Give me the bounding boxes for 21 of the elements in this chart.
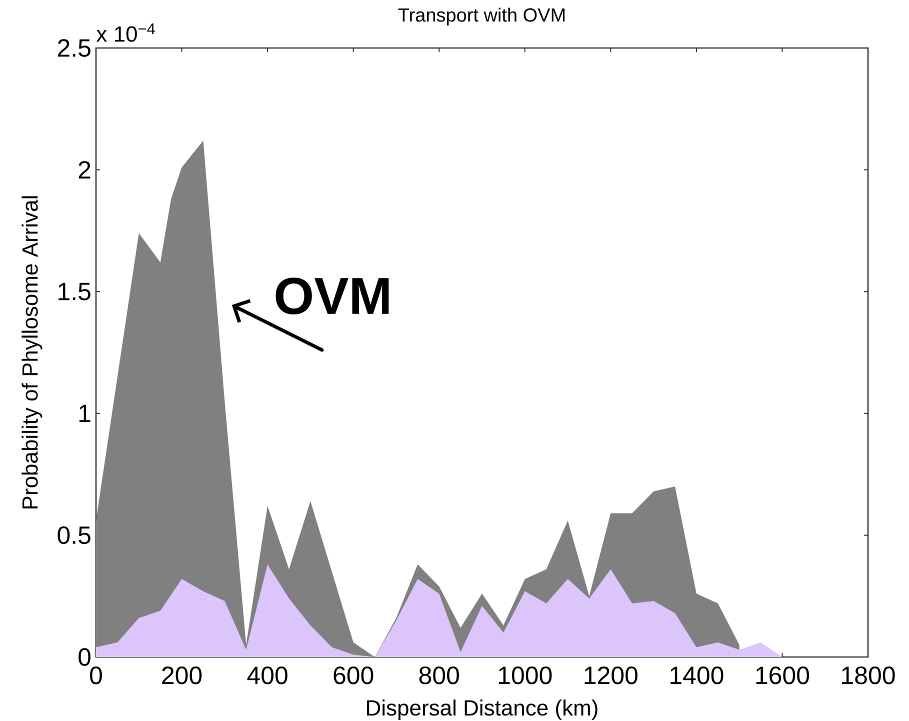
y-tick-label: 1 bbox=[79, 404, 90, 422]
x-tick-label: 600 bbox=[334, 666, 374, 684]
x-tick-label: 1400 bbox=[670, 666, 724, 684]
x-tick-label: 0 bbox=[90, 666, 102, 684]
y-tick-label: 2 bbox=[78, 161, 90, 179]
y-tick-label: 1.5 bbox=[58, 282, 90, 300]
y-tick-label: 0.5 bbox=[58, 526, 90, 544]
x-tick-label: 200 bbox=[162, 666, 202, 684]
x-tick-label: 1200 bbox=[584, 666, 638, 684]
x-axis-title: Dispersal Distance (km) bbox=[367, 700, 598, 720]
x-tick-label: 1000 bbox=[498, 666, 552, 684]
annotation: OVM bbox=[276, 278, 389, 314]
x-tick-label: 1600 bbox=[756, 666, 810, 684]
y-axis-title: Probability of Phyllosome Arrival bbox=[22, 196, 42, 508]
text: x 10$^{−4}$ bbox=[96, 23, 155, 42]
y-tick-label: 0 bbox=[78, 648, 90, 666]
y-tick-label: 2.5 bbox=[58, 39, 90, 57]
x-tick-label: 400 bbox=[247, 666, 288, 684]
chart-title: Transport with OVM bbox=[398, 8, 565, 26]
x-tick-label: 1800 bbox=[842, 666, 895, 684]
x-tick-label: 800 bbox=[419, 666, 459, 684]
